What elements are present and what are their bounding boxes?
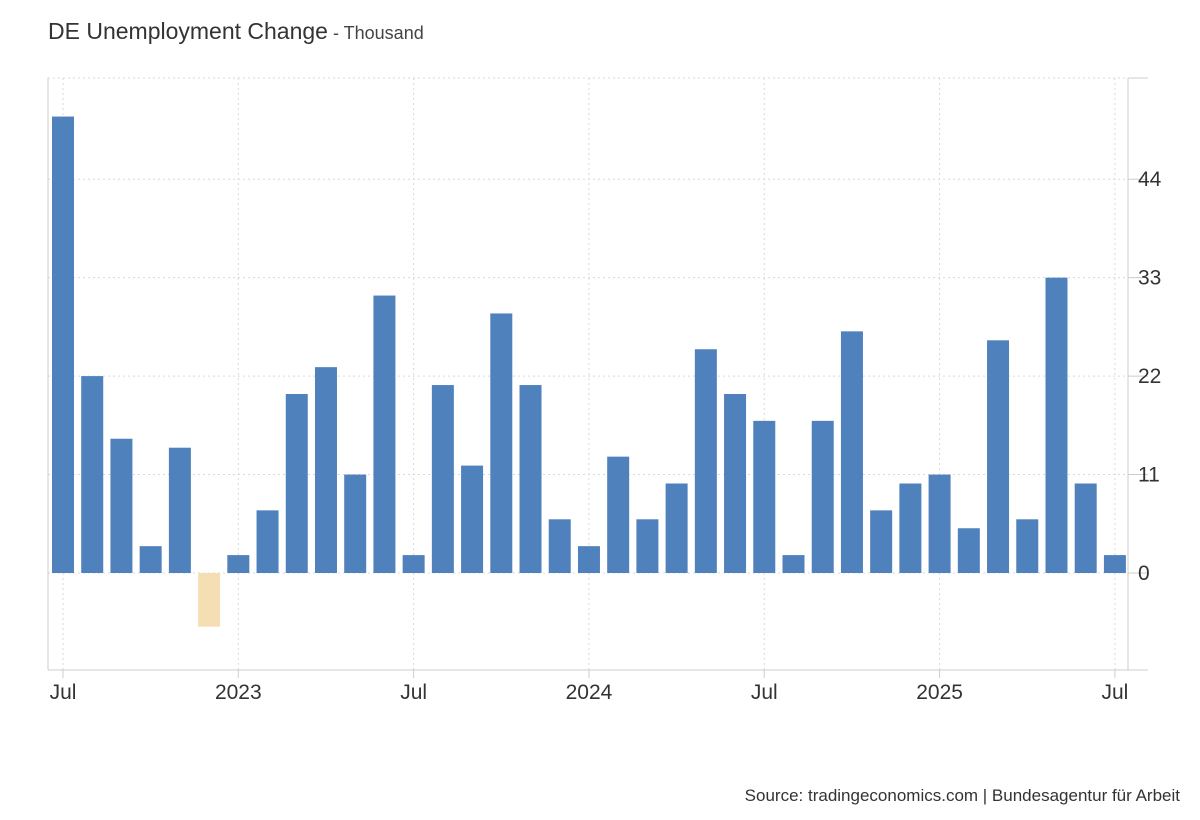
x-tick-label: Jul bbox=[1101, 681, 1128, 704]
x-tick-label: 2023 bbox=[215, 681, 262, 704]
bar bbox=[870, 510, 893, 573]
bar bbox=[52, 116, 74, 574]
bar bbox=[811, 420, 834, 573]
bars bbox=[52, 116, 1126, 627]
x-tick-label: 2024 bbox=[566, 681, 613, 704]
source-note: Source: tradingeconomics.com | Bundesage… bbox=[744, 786, 1180, 805]
bar bbox=[81, 376, 104, 573]
bar bbox=[1045, 277, 1068, 573]
x-tick-label: Jul bbox=[50, 681, 77, 704]
title-unit: Thousand bbox=[343, 23, 424, 43]
x-tick-label: Jul bbox=[400, 681, 427, 704]
bar bbox=[139, 546, 162, 573]
bar bbox=[987, 340, 1010, 573]
y-tick-label: 0 bbox=[1138, 562, 1150, 585]
bar bbox=[782, 555, 805, 573]
bar bbox=[110, 438, 133, 573]
y-tick-label: 33 bbox=[1138, 267, 1161, 290]
bar bbox=[665, 483, 688, 573]
bar bbox=[607, 456, 630, 573]
bar bbox=[1103, 555, 1126, 573]
bar bbox=[636, 519, 659, 573]
bar bbox=[957, 528, 980, 573]
bar bbox=[928, 474, 951, 573]
bar bbox=[402, 555, 425, 573]
bar bbox=[519, 385, 542, 573]
y-axis-tick-labels: 0 11 22 33 44 bbox=[1138, 168, 1162, 585]
bar bbox=[431, 385, 454, 573]
bar bbox=[168, 447, 191, 573]
bar bbox=[198, 573, 221, 627]
bar bbox=[314, 367, 337, 573]
bar bbox=[840, 331, 863, 573]
bar bbox=[753, 420, 776, 573]
y-tick-label: 44 bbox=[1138, 168, 1162, 191]
bar bbox=[344, 474, 367, 573]
bar bbox=[577, 546, 600, 573]
title-text: DE Unemployment Change bbox=[48, 18, 328, 44]
x-tick-label: 2025 bbox=[916, 681, 963, 704]
bar bbox=[227, 555, 250, 573]
bar bbox=[548, 519, 571, 573]
bar bbox=[724, 394, 747, 573]
bar bbox=[1074, 483, 1097, 573]
bar bbox=[694, 349, 717, 573]
title-separator: - bbox=[327, 23, 344, 43]
bar bbox=[490, 313, 513, 573]
bar-chart: 0 11 22 33 44 Jul 2023 Jul 2024 Jul 2025 Jul bbox=[47, 77, 1162, 704]
y-tick-label: 11 bbox=[1138, 464, 1160, 487]
y-tick-label: 22 bbox=[1138, 365, 1161, 388]
x-axis-tick-labels: Jul 2023 Jul 2024 Jul 2025 Jul bbox=[50, 681, 1129, 704]
axes bbox=[47, 77, 1148, 678]
bar bbox=[899, 483, 922, 573]
chart-title: DE Unemployment Change - Thousand bbox=[48, 18, 424, 45]
bar bbox=[373, 295, 396, 573]
bar bbox=[1016, 519, 1039, 573]
bar bbox=[256, 510, 279, 573]
bar bbox=[285, 394, 308, 573]
x-tick-label: Jul bbox=[751, 681, 778, 704]
bar bbox=[461, 465, 484, 573]
